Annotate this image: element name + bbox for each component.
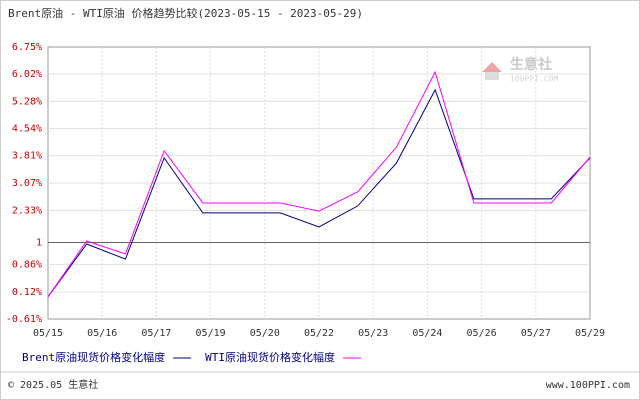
x-tick-label: 05/19 [196, 328, 226, 339]
y-tick-label: 5.28% [12, 96, 42, 107]
y-tick-label: 1 [36, 238, 42, 249]
y-tick-label: 2.33% [12, 205, 42, 216]
chart-title: Brent原油 - WTI原油 价格趋势比较(2023-05-15 - 2023… [8, 6, 363, 20]
watermark-icon [482, 62, 502, 72]
x-tick-label: 05/27 [521, 328, 551, 339]
x-tick-label: 05/20 [250, 328, 280, 339]
legend-label: Brent原油现货价格变化幅度 [22, 350, 165, 364]
x-tick-label: 05/22 [304, 328, 334, 339]
y-tick-label: 6.75% [12, 42, 42, 53]
footer-url: www.100PPI.com [546, 380, 630, 391]
x-tick-label: 05/17 [141, 328, 171, 339]
series-line [47, 70, 591, 298]
x-tick-label: 05/29 [575, 328, 605, 339]
y-tick-label: 0.86% [12, 260, 42, 271]
watermark-name: 生意社 [510, 56, 552, 73]
x-tick-label: 05/26 [467, 328, 497, 339]
x-tick-label: 05/24 [412, 328, 442, 339]
legend-label: WTI原油现货价格变化幅度 [205, 350, 335, 364]
watermark-icon [485, 72, 499, 80]
y-tick-label: 3.81% [12, 151, 42, 162]
y-tick-label: 0.12% [12, 287, 42, 298]
y-tick-label: 6.02% [12, 69, 42, 80]
watermark-site: 100PPI.COM [510, 75, 558, 84]
x-tick-label: 05/16 [87, 328, 117, 339]
y-tick-label: -0.61% [6, 314, 42, 325]
watermark: 生意社 100PPI.COM [482, 56, 558, 84]
x-tick-label: 05/23 [358, 328, 388, 339]
y-tick-label: 4.54% [12, 124, 42, 135]
y-tick-label: 3.07% [12, 178, 42, 189]
x-tick-label: 05/15 [33, 328, 63, 339]
series-line [47, 88, 591, 298]
footer-copyright: © 2025.05 生意社 [8, 378, 98, 391]
